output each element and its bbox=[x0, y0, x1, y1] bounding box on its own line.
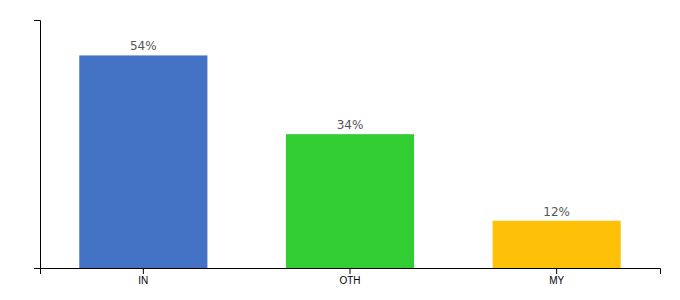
x-tick-mark bbox=[350, 268, 351, 274]
x-tick: OTH bbox=[339, 268, 360, 286]
x-tick-label: IN bbox=[138, 275, 148, 286]
data-label: 54% bbox=[130, 39, 157, 53]
x-tick-mark bbox=[556, 268, 557, 274]
y-axis-line bbox=[34, 21, 41, 269]
x-tick: MY bbox=[549, 268, 564, 286]
data-label: 12% bbox=[543, 205, 570, 219]
bar bbox=[493, 221, 621, 268]
data-labels: 54% 34% 12% bbox=[130, 39, 570, 218]
x-tick-mark bbox=[143, 268, 144, 274]
x-axis: IN OTH MY bbox=[41, 268, 661, 286]
bar bbox=[79, 55, 207, 268]
plot: IN OTH MY 54% 34% 12% bbox=[34, 21, 661, 287]
x-axis-line bbox=[41, 269, 661, 275]
x-tick-label: OTH bbox=[339, 275, 360, 286]
bars bbox=[79, 55, 620, 268]
x-tick: IN bbox=[138, 268, 148, 286]
y-axis bbox=[34, 21, 41, 269]
bar bbox=[286, 134, 414, 268]
chart: IN OTH MY 54% 34% 12% bbox=[0, 0, 680, 300]
data-label: 34% bbox=[337, 118, 364, 132]
x-tick-label: MY bbox=[549, 275, 564, 286]
